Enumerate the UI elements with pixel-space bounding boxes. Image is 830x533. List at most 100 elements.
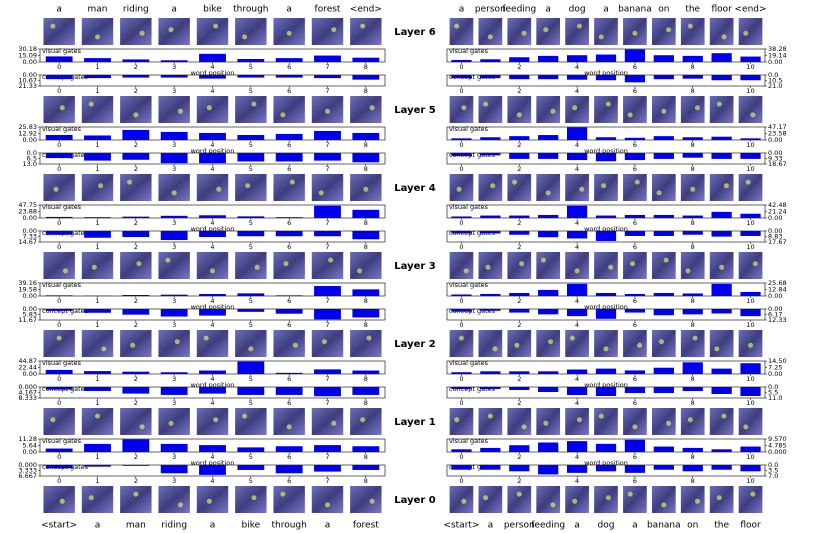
x-tick-label: 0 (459, 63, 463, 71)
layer-label: Layer 3 (394, 261, 436, 272)
x-tick-label: 1 (95, 219, 99, 227)
gate-bar (682, 387, 703, 391)
y-tick-label: 17.67 (768, 238, 787, 246)
attention-spot (325, 108, 330, 114)
attention-thumbnail (623, 486, 647, 513)
gate-bar (45, 216, 73, 218)
x-axis-label: word position (584, 459, 628, 467)
x-tick-label: 8 (364, 63, 368, 71)
bottom-word: bike (242, 521, 261, 531)
attention-thumbnail (311, 18, 344, 45)
attention-spot (168, 420, 174, 426)
attention-thumbnail (158, 96, 190, 123)
top-word: a (56, 5, 62, 15)
attention-spot (579, 186, 585, 192)
attention-thumbnail (594, 408, 618, 435)
attention-thumbnail (651, 252, 676, 279)
gate-bar (160, 443, 188, 452)
attention-spot (210, 268, 215, 274)
x-tick-label: 1 (95, 165, 99, 173)
gate-bar (711, 283, 732, 296)
y-tick-label: 0.00 (23, 448, 37, 456)
attention-thumbnail (536, 174, 561, 201)
x-tick-label: 1 (95, 399, 99, 407)
gate-bar (122, 439, 150, 452)
x-tick-label: 2 (134, 375, 138, 383)
gate-bar (595, 231, 617, 241)
attention-thumbnail (120, 96, 152, 123)
x-tick-label: 5 (249, 321, 253, 329)
gate-bar (45, 75, 73, 80)
gate-bar (160, 387, 188, 395)
gate-bar (314, 205, 341, 218)
top-word: riding (123, 5, 149, 15)
x-tick-label: 6 (287, 219, 291, 227)
attention-thumbnail (43, 96, 75, 123)
gate-bar (45, 153, 73, 159)
attention-thumbnail (43, 18, 75, 45)
x-tick-label: 0 (459, 399, 463, 407)
attention-thumbnail (507, 96, 532, 123)
attention-thumbnail (738, 18, 763, 45)
top-word: bike (203, 5, 222, 15)
x-tick-label: 1 (95, 375, 99, 383)
y-tick-label: 13.0 (23, 160, 37, 168)
x-tick-label: 8 (364, 399, 368, 407)
x-tick-label: 7 (325, 141, 329, 149)
x-tick-label: 3 (172, 297, 176, 305)
attention-thumbnail (738, 174, 763, 201)
x-tick-label: 8 (364, 141, 368, 149)
attention-thumbnail (273, 486, 305, 513)
gate-bar (122, 59, 150, 62)
attention-spot (603, 346, 609, 352)
bottom-word: floor (740, 521, 761, 531)
attention-spot (545, 190, 551, 196)
y-tick-label: 0.00 (23, 214, 37, 222)
gate-bar (84, 387, 111, 391)
gate-bar (451, 309, 472, 312)
attention-thumbnail (507, 408, 532, 435)
gate-bar (45, 309, 73, 311)
chart-title: concept gates (42, 307, 89, 315)
attention-spot (242, 413, 248, 419)
x-axis-label: word position (191, 381, 235, 389)
attention-spot (254, 264, 260, 270)
attention-thumbnail (478, 174, 503, 201)
attention-spot (95, 413, 100, 419)
attention-spot (165, 257, 171, 263)
attention-spot (369, 105, 375, 111)
x-tick-label: 2 (517, 219, 521, 227)
attention-spot (627, 112, 633, 118)
gate-bar (451, 153, 472, 156)
attention-spot (177, 502, 183, 508)
attention-spot (454, 417, 460, 423)
attention-thumbnail (478, 252, 503, 279)
gate-bar (160, 294, 188, 296)
y-tick-label: 21.33 (18, 82, 37, 90)
x-tick-label: 4 (575, 63, 579, 71)
gate-bar (480, 309, 501, 311)
chart-title: concept gates (449, 229, 496, 237)
gate-bar (84, 75, 111, 79)
x-axis-label: word position (191, 147, 235, 155)
attention-thumbnail (235, 174, 267, 201)
x-tick-label: 5 (249, 453, 253, 461)
attention-thumbnail (120, 174, 152, 201)
x-axis-label: word position (584, 381, 628, 389)
y-tick-label: 39.16 (18, 279, 37, 287)
y-tick-label: 47.75 (18, 201, 37, 209)
top-word: a (286, 5, 292, 15)
gate-bar (624, 465, 646, 473)
x-tick-label: 10 (746, 141, 754, 149)
gate-bar (451, 59, 472, 62)
bottom-word: a (488, 521, 494, 531)
attention-thumbnail (536, 330, 561, 357)
y-tick-label: 5.83 (23, 310, 37, 318)
x-tick-label: 5 (249, 477, 253, 485)
gate-bar (122, 231, 150, 237)
gate-bar (84, 371, 111, 374)
bottom-word: man (126, 521, 146, 531)
gate-bar (653, 231, 674, 236)
attention-spot (286, 424, 292, 430)
gate-bar (538, 55, 559, 62)
